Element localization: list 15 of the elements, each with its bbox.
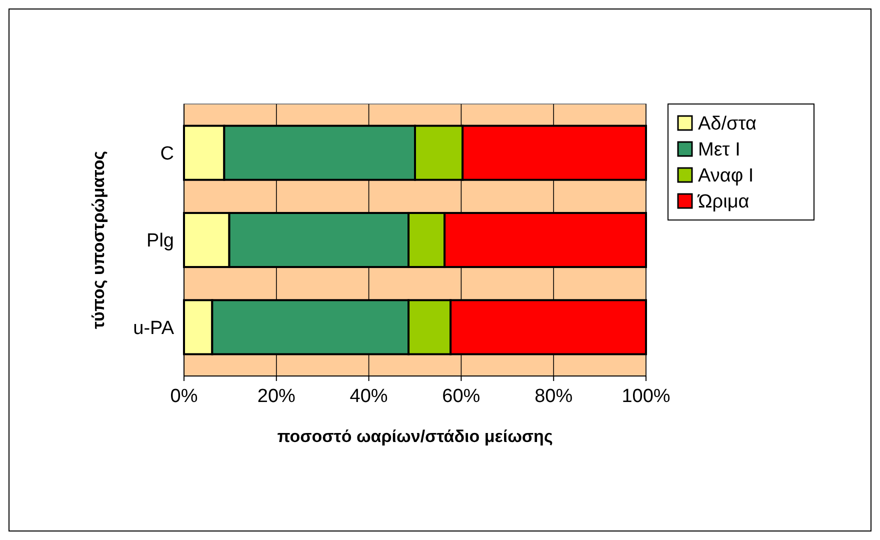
y-tick-label: C <box>160 143 174 164</box>
x-tick-label: 80% <box>534 386 573 407</box>
y-axis-title: τύπος υποστρώματος <box>89 150 108 330</box>
y-tick-label: Plg <box>146 230 174 252</box>
x-tick-label: 60% <box>442 386 480 407</box>
legend-label: Αναφ Ι <box>698 166 754 187</box>
legend-label: Μετ Ι <box>698 140 740 161</box>
x-tick-label: 0% <box>170 386 198 407</box>
legend-label: Ώριμα <box>697 192 750 213</box>
x-tick-label: 100% <box>622 386 670 407</box>
x-tick-label: 20% <box>257 386 296 407</box>
legend-label: Αδ/στα <box>698 114 756 135</box>
x-tick-label: 40% <box>350 386 388 407</box>
y-tick-label: u-PA <box>133 318 174 339</box>
x-axis-title: ποσοστό ωαρίων/στάδιο μείωσης <box>277 427 553 446</box>
